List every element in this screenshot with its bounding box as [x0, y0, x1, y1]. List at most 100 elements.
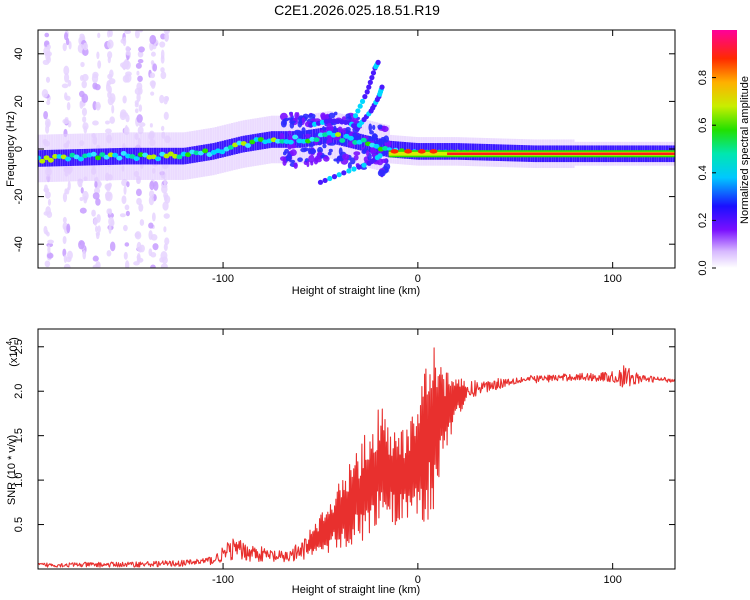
spectrogram-core	[121, 147, 124, 165]
spectrogram-noise-blob	[82, 47, 89, 57]
spectrogram-noise-blob	[104, 120, 110, 125]
spectrogram-noise-blob	[106, 80, 111, 87]
spectrogram-noise-blob	[149, 80, 156, 88]
spectrogram-core	[305, 130, 309, 147]
spectrogram-noise-blob	[41, 89, 49, 98]
spectrogram-ridge-blob	[142, 152, 149, 158]
spectrogram-cloud-blob	[297, 157, 303, 163]
spectrogram-noise-blob	[94, 181, 98, 188]
spectrogram-cloud-blob	[308, 154, 315, 163]
spectrogram-cloud-blob	[333, 125, 337, 134]
spectrogram-xtick-label: -100	[212, 273, 234, 285]
spectrogram-ridge-blob	[317, 132, 324, 138]
spectrogram-noise-blob	[111, 104, 115, 114]
spectrogram-noise-blob	[138, 104, 143, 112]
spectrogram-noise-blob	[135, 62, 142, 69]
spectrogram-noise-blob	[46, 56, 51, 64]
spectrogram-noise-blob	[92, 120, 99, 126]
spectrogram-noise-blob	[138, 46, 145, 53]
spectrogram-noise-blob	[138, 122, 146, 127]
spectrogram-cloud-blob	[322, 143, 327, 149]
spectrogram-noise-blob	[119, 213, 126, 218]
spectrogram-noise-blob	[105, 183, 111, 192]
spectrogram-noise-blob	[97, 60, 102, 69]
spectrogram-noise-blob	[152, 63, 158, 72]
spectrogram-hot-spot	[429, 149, 438, 154]
spectrogram-noise-blob	[106, 250, 112, 257]
snr-ytick-label: 2.5	[13, 339, 25, 354]
spectrogram-ridge-blob	[193, 150, 200, 156]
spectrogram-noise-blob	[160, 67, 165, 73]
spectrogram-ridge-blob	[73, 154, 80, 160]
colorbar-tick-label: 0.2	[697, 213, 709, 228]
colorbar-tick-label: 0.6	[697, 118, 709, 133]
spectrogram-noise-blob	[45, 206, 51, 215]
snr-axes: -100 0 100 0.5 1.0 1.5 2.0 2.5	[13, 329, 675, 586]
spectrogram-noise-blob	[138, 203, 144, 212]
spectrogram-branch-blob	[323, 118, 329, 124]
spectrogram-noise-blob	[164, 237, 170, 245]
spectrogram-noise-blob	[124, 30, 132, 35]
spectrogram-noise-blob	[151, 44, 157, 50]
spectrogram-noise-blob	[164, 32, 170, 42]
spectrogram-noise-blob	[139, 244, 145, 253]
spectrogram-ridge-blob	[129, 154, 136, 159]
spectrogram-ridge-blob	[249, 139, 256, 145]
spectrogram-ylabel: Frequency (Hz)	[5, 111, 17, 187]
spectrogram-noise-blob	[134, 108, 139, 114]
colorbar-label: Normalized spectral amplitude	[739, 76, 750, 224]
spectrogram-noise-blob	[44, 32, 50, 38]
spectrogram-cloud-blob	[383, 135, 390, 143]
spectrogram-cloud-blob	[298, 131, 303, 139]
spectrogram-noise-blob	[160, 49, 165, 60]
spectrogram-cloud-blob	[337, 126, 343, 133]
spectrogram-branch-blob	[346, 168, 352, 174]
spectrogram-noise-blob	[122, 60, 129, 70]
spectrogram-ridge-blob	[352, 140, 359, 145]
spectrogram-ridge-blob	[386, 147, 392, 151]
spectrogram-ridge-blob	[64, 156, 71, 162]
spectrogram-noise-blob	[136, 257, 144, 263]
spectrogram-noise-blob	[150, 264, 156, 268]
spectrogram-cloud-blob	[320, 113, 327, 121]
spectrogram-noise-blob	[137, 87, 143, 95]
spectrogram-noise-blob	[160, 263, 168, 268]
spectrogram-core	[254, 133, 257, 151]
spectrogram-cloud-blob	[377, 124, 383, 130]
spectrogram-noise-blob	[150, 91, 155, 96]
spectrogram-ridge-blob	[219, 149, 226, 155]
spectrogram-ytick-label: 40	[13, 48, 25, 60]
spectrogram-noise-blob	[79, 100, 84, 109]
spectrogram-noise-blob	[63, 263, 71, 268]
snr-series-line	[38, 347, 675, 568]
spectrogram-noise-blob	[63, 254, 68, 263]
spectrogram-ridge-blob	[154, 156, 161, 162]
spectrogram-ridge-blob	[287, 139, 294, 145]
spectrogram-ridge-blob	[326, 130, 333, 136]
spectrogram-noise-blob	[126, 181, 130, 188]
spectrogram-cloud-blob	[366, 149, 370, 157]
spectrogram-noise-blob	[96, 181, 102, 187]
spectrogram-cloud-blob	[372, 124, 376, 131]
spectrogram-hot-spot	[417, 149, 426, 154]
spectrogram-branch-blob	[336, 172, 342, 178]
spectrogram-noise-blob	[122, 36, 127, 47]
spectrogram-hot-spot	[390, 149, 399, 154]
spectrogram-cloud-blob	[353, 154, 359, 161]
snr-scale-label: (x104)	[5, 337, 20, 367]
spectrogram-cloud-blob	[341, 153, 350, 160]
spectrogram-cloud-blob	[383, 163, 391, 171]
spectrogram-branch-blob	[356, 164, 362, 170]
spectrogram-ridge-blob	[39, 158, 46, 164]
spectrogram-noise-blob	[149, 72, 156, 79]
spectrogram-noise-blob	[148, 195, 155, 206]
spectrogram-cloud-blob	[294, 112, 299, 119]
spectrogram-core	[72, 149, 75, 166]
spectrogram-noise-blob	[125, 45, 131, 52]
spectrogram-cloud-blob	[323, 138, 328, 144]
spectrogram-ridge-blob	[244, 143, 251, 148]
spectrogram-noise-blob	[153, 181, 159, 191]
spectrogram-cloud-blob	[301, 127, 306, 135]
spectrogram-ridge-blob	[176, 154, 183, 160]
